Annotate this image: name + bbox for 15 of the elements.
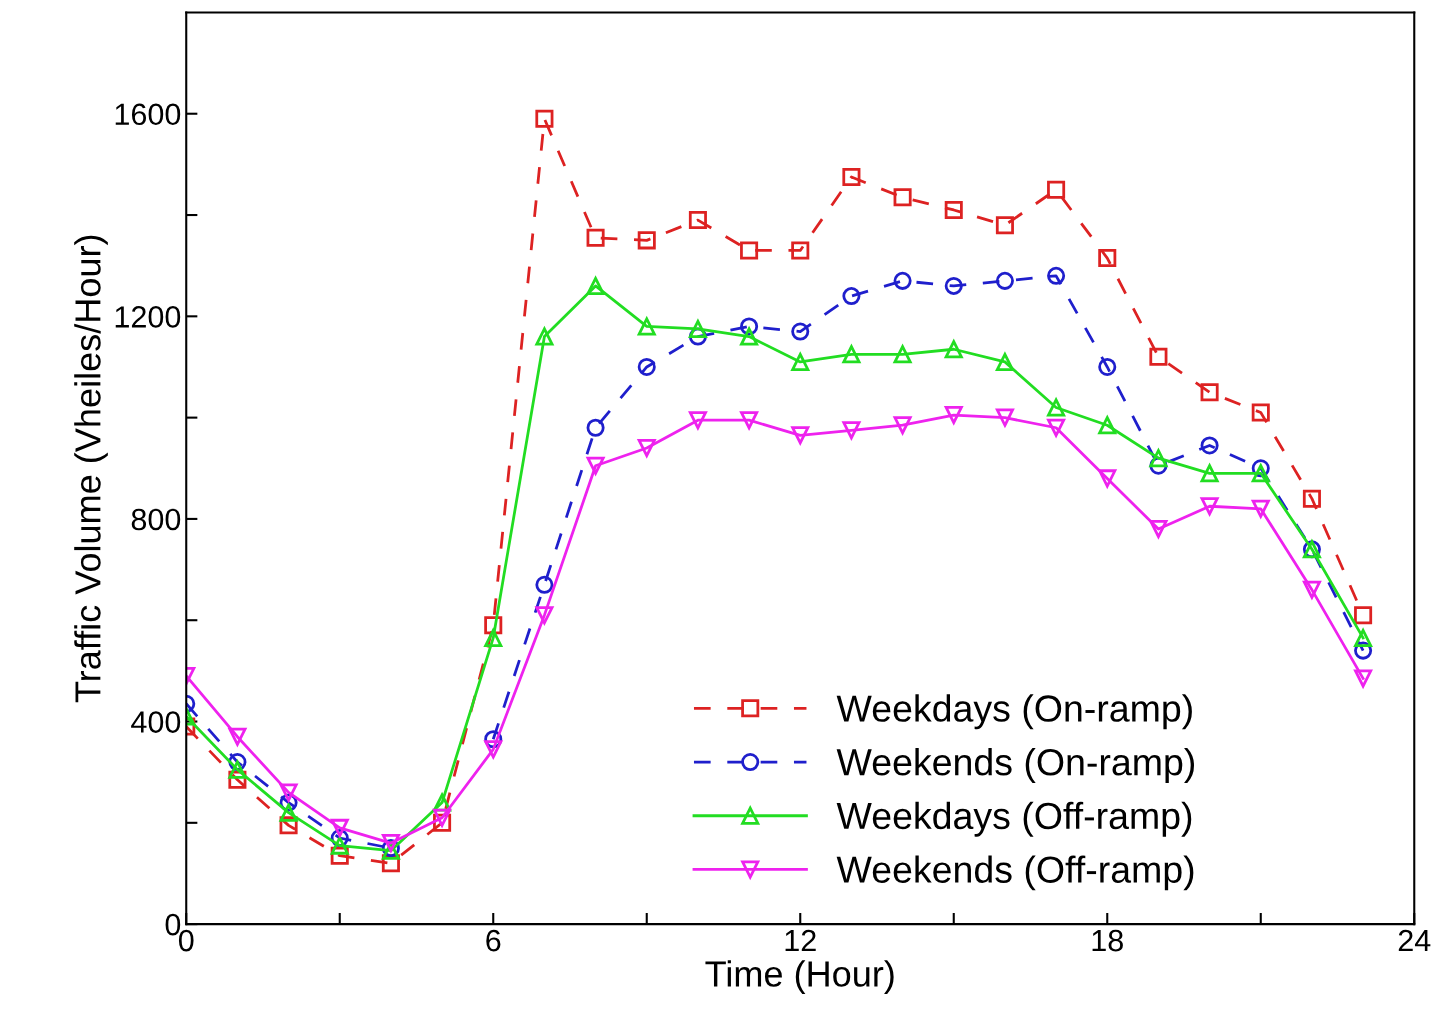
x-tick-label: 18	[1092, 929, 1123, 952]
legend-label: Weekends (Off-ramp)	[836, 855, 1194, 891]
legend-label: Weekdays (Off-ramp)	[836, 801, 1192, 837]
y-tick-label: 800	[131, 508, 181, 531]
legend-label: Weekdays (On-ramp)	[836, 694, 1192, 730]
x-axis-title: Time (Hour)	[705, 960, 894, 994]
x-tick-label: 6	[486, 929, 501, 952]
y-axis-title: Traffic Volume (Vheiles/Hour)	[74, 235, 108, 703]
legend-label: Weekends (On-ramp)	[836, 747, 1194, 783]
x-tick-label: 24	[1398, 929, 1431, 952]
y-tick-label: 400	[131, 711, 181, 733]
y-tick-label: 1600	[115, 103, 181, 126]
y-tick-label: 1200	[115, 306, 181, 328]
x-tick-label: 12	[785, 929, 816, 952]
y-tick-label: 0	[165, 913, 181, 936]
